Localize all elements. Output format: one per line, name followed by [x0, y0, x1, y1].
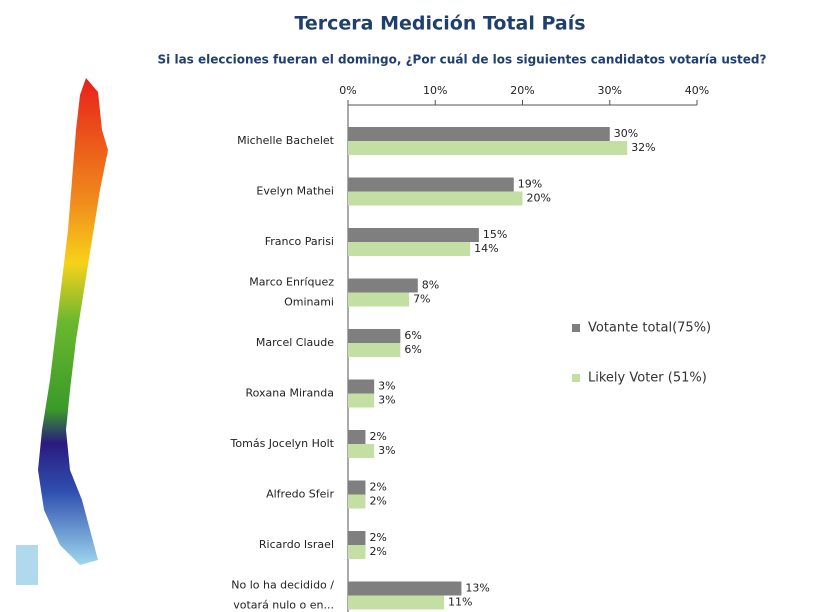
- logo-decoration: [16, 545, 38, 585]
- chart-title: Tercera Medición Total País: [294, 13, 585, 35]
- bar: [348, 595, 444, 610]
- chart-subtitle: Si las elecciones fueran el domingo, ¿Po…: [158, 53, 767, 67]
- bar: [348, 494, 366, 509]
- value-label: 6%: [404, 343, 421, 356]
- legend-marker: [572, 324, 580, 332]
- category-label: Michelle Bachelet: [237, 134, 335, 147]
- bar: [348, 177, 514, 192]
- x-tick-label: 10%: [423, 84, 447, 97]
- value-label: 19%: [518, 178, 542, 191]
- bar: [348, 242, 471, 256]
- value-label: 7%: [413, 293, 430, 306]
- x-tick-label: 30%: [598, 84, 622, 97]
- value-label: 2%: [369, 495, 386, 508]
- value-label: 13%: [465, 582, 489, 595]
- value-label: 20%: [527, 192, 551, 205]
- bar: [348, 141, 628, 155]
- value-label: 3%: [378, 380, 395, 393]
- bar: [348, 444, 375, 458]
- bar: [348, 343, 401, 357]
- value-label: 15%: [483, 228, 507, 241]
- category-label: votará nulo o en...: [233, 599, 334, 612]
- category-label: Marcel Claude: [256, 336, 334, 349]
- x-tick-label: 20%: [510, 84, 534, 97]
- category-label: Evelyn Mathei: [256, 185, 334, 198]
- bar: [348, 531, 366, 545]
- value-label: 2%: [369, 531, 386, 544]
- value-label: 6%: [404, 329, 421, 342]
- bar: [348, 430, 366, 444]
- value-label: 11%: [448, 596, 472, 609]
- bar: [348, 379, 375, 394]
- value-label: 2%: [369, 481, 386, 494]
- value-label: 2%: [369, 430, 386, 443]
- category-label: Marco Enríquez: [249, 276, 334, 289]
- category-label: Roxana Miranda: [245, 387, 334, 400]
- bar: [348, 228, 479, 242]
- bar: [348, 393, 375, 408]
- bar: [348, 581, 462, 596]
- category-label: Ricardo Israel: [259, 538, 334, 551]
- legend-marker: [572, 374, 580, 382]
- value-label: 3%: [378, 444, 395, 457]
- value-label: 3%: [378, 394, 395, 407]
- legend-label: Votante total(75%): [588, 321, 711, 336]
- category-label: Ominami: [284, 296, 334, 309]
- x-tick-label: 40%: [685, 84, 709, 97]
- category-label: Tomás Jocelyn Holt: [230, 437, 335, 450]
- bar: [348, 480, 366, 495]
- bar: [348, 545, 366, 559]
- bar: [348, 292, 410, 307]
- x-tick-label: 0%: [339, 84, 356, 97]
- value-label: 32%: [631, 141, 655, 154]
- value-label: 2%: [369, 545, 386, 558]
- map-decoration: [38, 78, 108, 565]
- legend-label: Likely Voter (51%): [588, 371, 707, 386]
- bar: [348, 278, 418, 293]
- value-label: 8%: [422, 279, 439, 292]
- bar: [348, 191, 523, 206]
- bar: [348, 329, 401, 343]
- value-label: 14%: [474, 242, 498, 255]
- category-label: Franco Parisi: [265, 235, 334, 248]
- category-label: Alfredo Sfeir: [266, 488, 334, 501]
- category-label: No lo ha decidido /: [231, 579, 334, 592]
- bar: [348, 127, 610, 141]
- value-label: 30%: [614, 127, 638, 140]
